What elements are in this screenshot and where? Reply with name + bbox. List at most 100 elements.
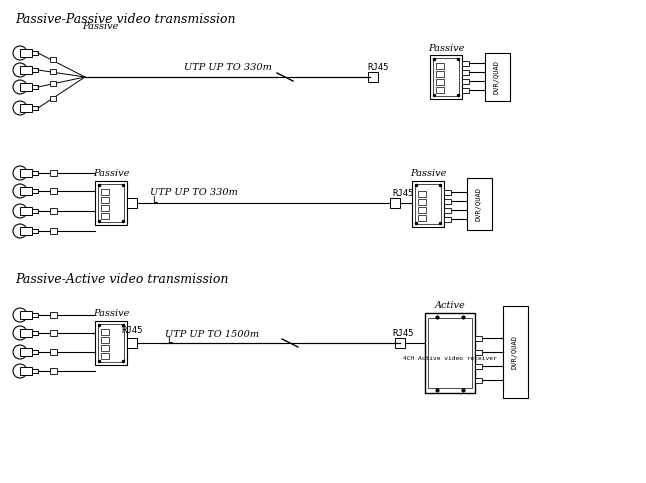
Bar [20,66,32,74]
Bar [436,87,444,93]
Text: UTP UP TO 330m: UTP UP TO 330m [150,188,238,197]
Text: RJ45: RJ45 [392,189,413,198]
Bar [462,61,469,66]
Bar [32,189,38,193]
Bar [412,181,444,227]
Bar [433,58,459,96]
Bar [418,191,426,197]
Bar [390,198,400,208]
Text: RJ45: RJ45 [392,329,413,338]
Bar [50,312,57,318]
Bar [50,69,56,74]
Bar [101,213,109,219]
Text: Passive: Passive [428,44,464,53]
Bar [50,330,57,336]
Bar [20,348,32,356]
Bar [430,55,462,99]
Bar [32,68,38,72]
Bar [436,79,444,85]
Text: UTP UP TO 330m: UTP UP TO 330m [183,63,271,72]
Bar [32,209,38,213]
Bar [485,53,510,101]
Text: RJ45: RJ45 [121,326,143,335]
Bar [32,229,38,233]
Text: Passive: Passive [93,169,129,178]
Circle shape [13,184,27,198]
Bar [20,169,32,177]
Text: DVR/QUAD: DVR/QUAD [476,187,482,221]
Text: └: └ [150,198,157,208]
Text: Passive: Passive [82,22,118,31]
Bar [444,208,451,213]
Bar [50,57,56,62]
Bar [20,49,32,57]
Bar [475,336,482,341]
Bar [32,313,38,317]
Bar [98,184,124,222]
Bar [425,313,475,393]
Circle shape [13,224,27,238]
Bar [32,369,38,373]
Text: Passive: Passive [93,309,129,318]
Bar [436,71,444,77]
Bar [395,338,405,348]
Bar [20,329,32,337]
Bar [32,85,38,89]
Circle shape [13,166,27,180]
Bar [444,190,451,195]
Bar [475,364,482,369]
Bar [444,199,451,204]
Bar [101,205,109,211]
Bar [32,51,38,55]
Bar [436,63,444,69]
Bar [32,350,38,354]
Bar [50,368,57,374]
Bar [32,331,38,335]
Text: UTP UP TO 1500m: UTP UP TO 1500m [165,330,259,339]
Bar [475,350,482,355]
Bar [415,184,441,224]
Bar [20,207,32,215]
Bar [50,96,56,100]
Bar [368,72,378,82]
Bar [101,337,109,343]
Bar [50,170,57,176]
Bar [50,188,57,194]
Bar [20,367,32,375]
Bar [50,208,57,214]
Bar [444,217,451,222]
Text: Passive: Passive [410,169,446,178]
Bar [50,228,57,234]
Bar [101,329,109,335]
Circle shape [13,101,27,115]
Text: DVR/QUAD: DVR/QUAD [494,60,500,94]
Bar [20,311,32,319]
Text: DVR/QUAD: DVR/QUAD [512,335,518,369]
Bar [503,306,528,398]
Text: RJ45: RJ45 [367,63,389,72]
Circle shape [13,80,27,94]
Bar [418,207,426,213]
Bar [462,88,469,93]
Bar [462,70,469,75]
Bar [20,104,32,112]
Bar [20,187,32,195]
Circle shape [13,345,27,359]
Bar [101,189,109,195]
Circle shape [13,204,27,218]
Bar [32,171,38,175]
Bar [50,81,56,86]
Circle shape [13,63,27,77]
Bar [95,181,127,225]
Bar [101,345,109,351]
Text: Passive-Active video transmission: Passive-Active video transmission [15,273,229,286]
Bar [475,378,482,383]
Bar [101,353,109,359]
Bar [467,178,492,230]
Bar [428,318,472,388]
Circle shape [13,46,27,60]
Bar [127,338,137,348]
Circle shape [13,308,27,322]
Bar [418,199,426,205]
Bar [50,349,57,355]
